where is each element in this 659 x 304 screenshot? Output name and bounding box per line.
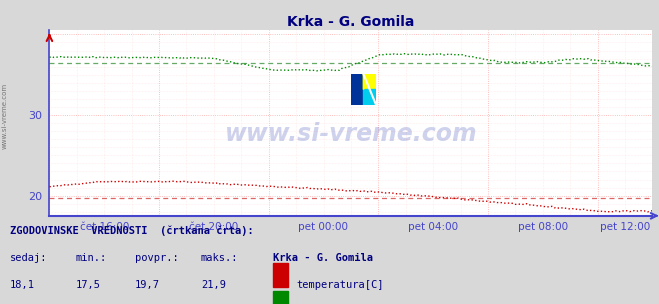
Text: maks.:: maks.:: [201, 253, 239, 263]
Bar: [364, 74, 376, 89]
Text: 21,9: 21,9: [201, 280, 226, 290]
Text: povpr.:: povpr.:: [135, 253, 179, 263]
Text: temperatura[C]: temperatura[C]: [297, 280, 384, 290]
Text: 18,1: 18,1: [10, 280, 35, 290]
FancyBboxPatch shape: [273, 263, 288, 287]
Text: ZGODOVINSKE  VREDNOSTI  (črtkana črta):: ZGODOVINSKE VREDNOSTI (črtkana črta):: [10, 226, 254, 236]
Text: www.si-vreme.com: www.si-vreme.com: [2, 82, 8, 149]
Bar: [364, 89, 376, 105]
Text: 19,7: 19,7: [135, 280, 160, 290]
Bar: [351, 74, 364, 105]
Text: Krka - G. Gomila: Krka - G. Gomila: [273, 253, 374, 263]
Text: www.si-vreme.com: www.si-vreme.com: [225, 122, 477, 146]
Polygon shape: [364, 89, 376, 105]
Polygon shape: [364, 74, 376, 89]
Text: sedaj:: sedaj:: [10, 253, 47, 263]
Title: Krka - G. Gomila: Krka - G. Gomila: [287, 15, 415, 29]
Text: 17,5: 17,5: [76, 280, 101, 290]
Text: min.:: min.:: [76, 253, 107, 263]
FancyBboxPatch shape: [273, 291, 288, 304]
